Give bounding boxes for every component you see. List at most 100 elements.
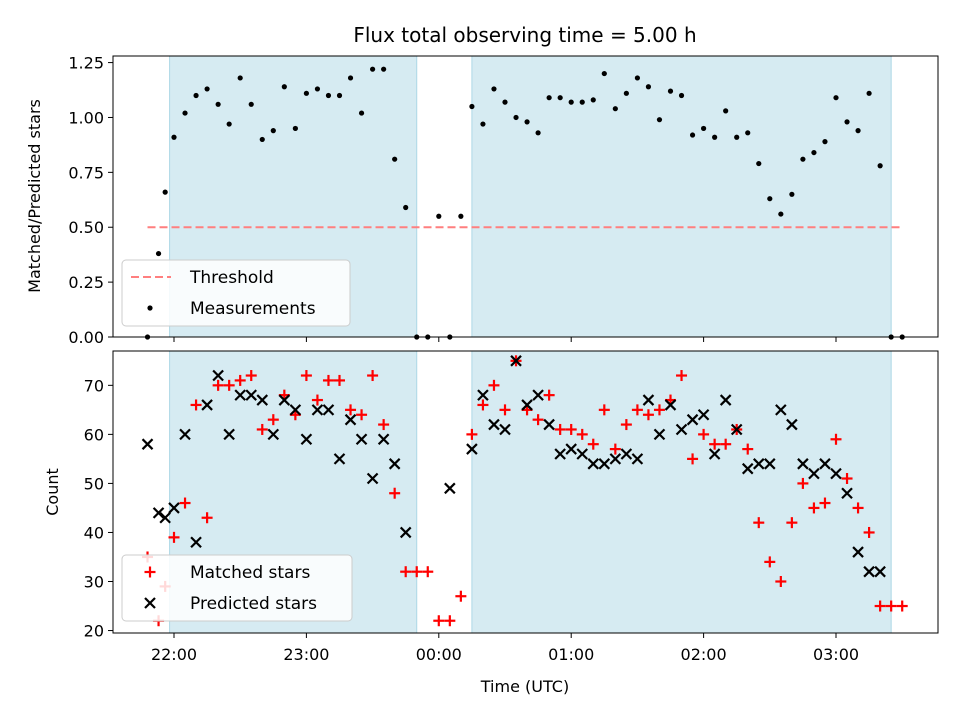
predicted-star-point (190, 536, 202, 549)
measurement-point (171, 134, 177, 140)
predicted-star-point (730, 423, 743, 436)
predicted-star-point (179, 428, 191, 441)
matched-star-point (565, 423, 577, 435)
predicted-star-point (786, 418, 798, 431)
predicted-star-point (477, 389, 489, 401)
measurement-point (270, 128, 276, 134)
measurement-point (734, 134, 740, 140)
legend-key (147, 305, 153, 311)
matched-star-point (687, 453, 699, 465)
measurement-point (491, 86, 497, 92)
y-tick-label: 40 (84, 523, 104, 542)
predicted-star-point (752, 458, 765, 470)
y-tick-label: 1.25 (68, 54, 104, 73)
ratio-y-axis-label: Matched/Predicted stars (25, 99, 44, 293)
measurement-point (325, 92, 332, 99)
measurement-point (524, 119, 530, 125)
measurement-point (756, 160, 762, 167)
matched-star-point (653, 404, 665, 416)
predicted-star-point (874, 565, 886, 578)
matched-star-point (334, 374, 345, 386)
matched-star-point (896, 600, 908, 612)
predicted-star-point (697, 408, 710, 421)
predicted-star-point (499, 423, 511, 436)
measurement-point (546, 95, 552, 101)
y-tick-label: 0.25 (68, 273, 104, 292)
predicted-star-point (631, 453, 644, 465)
predicted-star-point (152, 507, 165, 519)
measurement-point (689, 132, 696, 138)
measurement-point (458, 213, 464, 219)
matched-star-point (400, 566, 412, 578)
matched-star-point (267, 414, 279, 426)
predicted-star-point (201, 399, 213, 411)
count-panel-frame (112, 350, 939, 634)
measurement-point (822, 139, 828, 145)
matched-star-point (576, 428, 588, 440)
matched-star-point (764, 556, 776, 568)
predicted-star-point (466, 443, 478, 455)
predicted-star-point (388, 458, 401, 470)
measurement-point (789, 191, 795, 197)
y-tick-label: 60 (84, 425, 104, 444)
predicted-star-point (521, 399, 533, 411)
measurement-point (292, 125, 298, 132)
matched-star-point (742, 443, 754, 455)
matched-star-point (345, 404, 357, 416)
matched-star-point (698, 428, 710, 440)
predicted-star-point (565, 443, 577, 455)
y-tick-label: 20 (84, 622, 104, 641)
measurement-point (877, 163, 883, 169)
measurement-point (370, 66, 376, 72)
predicted-star-point (708, 448, 721, 460)
predicted-star-point (278, 394, 291, 406)
matched-star-point (808, 502, 820, 514)
predicted-star-point (686, 413, 699, 426)
predicted-star-point (808, 467, 820, 480)
matched-star-point (212, 379, 224, 391)
count-legend: Matched stars Predicted stars (121, 554, 353, 622)
matched-star-point (433, 615, 445, 627)
measurement-point (557, 95, 563, 101)
matched-star-point (642, 409, 654, 421)
legend-label: Threshold (189, 268, 274, 288)
predicted-star-point (576, 448, 589, 460)
predicted-star-point (245, 389, 258, 401)
measurement-point (226, 121, 232, 127)
predicted-star-point (267, 428, 280, 441)
predicted-star-point (289, 404, 302, 416)
legend-box (121, 259, 351, 327)
matched-star-point (311, 394, 323, 406)
predicted-star-point (598, 458, 611, 470)
predicted-star-point (830, 467, 842, 480)
measurement-point (590, 97, 596, 103)
predicted-star-point (212, 369, 224, 382)
measurement-point (833, 95, 839, 101)
measurement-point (336, 92, 343, 99)
matched-star-point (543, 389, 555, 401)
predicted-star-point (223, 428, 235, 441)
predicted-star-point (333, 453, 346, 465)
matched-star-point (367, 370, 379, 382)
y-tick-label: 1.00 (68, 108, 104, 127)
legend-label: Matched stars (190, 563, 310, 583)
x-tick-label: 01:00 (548, 645, 594, 664)
matched-star-point (841, 473, 853, 485)
measurement-point (645, 84, 652, 90)
measurement-point (162, 189, 168, 195)
measurement-point (513, 114, 519, 121)
chart-title: Flux total observing time = 5.00 h (353, 23, 696, 47)
matched-star-point (190, 399, 202, 411)
matched-star-point (786, 517, 798, 529)
matched-star-point (300, 370, 312, 382)
measurement-point (866, 90, 872, 96)
ratio-legend: Threshold Measurements (121, 259, 351, 327)
predicted-star-point (510, 355, 522, 367)
measurement-point (392, 156, 398, 162)
measurement-point (800, 156, 806, 162)
measurement-point (723, 108, 729, 114)
matched-star-point (356, 409, 368, 421)
predicted-star-point (852, 546, 864, 558)
matched-star-point (389, 487, 401, 499)
